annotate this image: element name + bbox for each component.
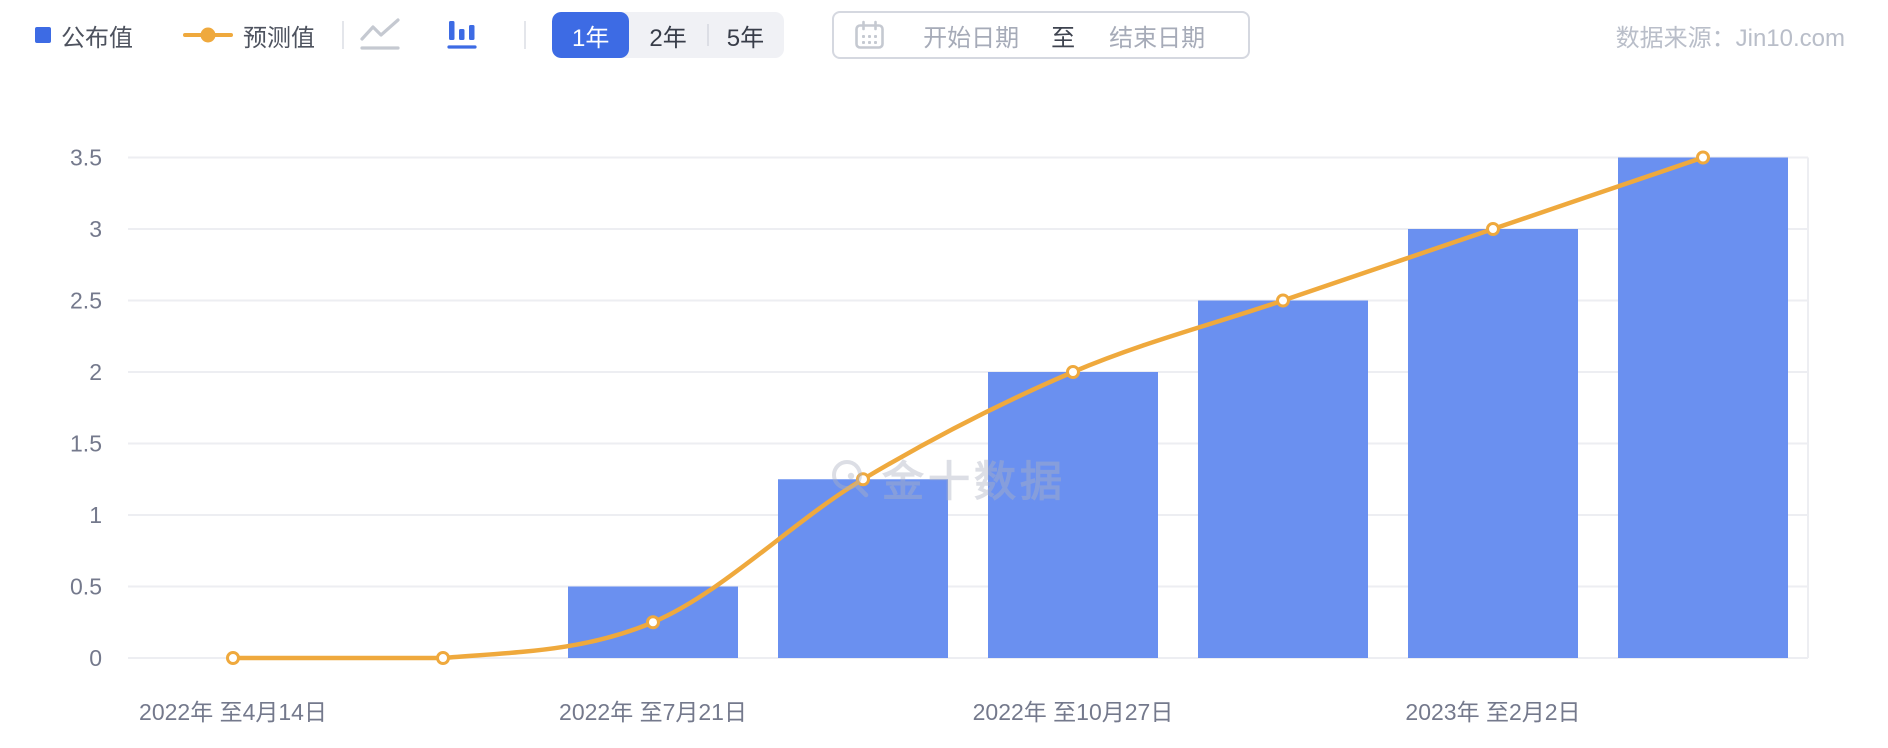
period-button-5y[interactable]: 5年 xyxy=(706,12,784,58)
x-tick-label: 2022年 至4月14日 xyxy=(139,699,327,725)
line-point-slot6[interactable] xyxy=(1486,222,1500,236)
line-chart-toggle-button[interactable] xyxy=(358,16,404,54)
end-date-field[interactable]: 结束日期 xyxy=(1109,24,1206,52)
bar-series-swatch-icon xyxy=(35,27,51,43)
legend-label: 预测值 xyxy=(243,24,315,52)
line-point-slot1[interactable] xyxy=(436,651,450,665)
chart-bar-slot7[interactable] xyxy=(1618,157,1788,659)
y-tick-label: 3.5 xyxy=(70,145,102,171)
date-range-separator: 至 xyxy=(1051,24,1076,52)
period-button-2y[interactable]: 2年 xyxy=(649,24,687,52)
chart-plot-area: 0 0.5 1 1.5 2 2.5 3 3.5 2022年 至4月14日 2022年 至7月21日… xyxy=(0,70,1888,748)
calendar-icon xyxy=(854,20,885,51)
toolbar-divider xyxy=(524,21,526,49)
bar-chart-icon xyxy=(447,21,477,49)
y-tick-label: 3 xyxy=(89,216,102,242)
line-series-swatch-icon xyxy=(183,27,233,43)
chart-legend: 公布值 预测值 xyxy=(35,18,315,53)
chart-bar-slot4[interactable] xyxy=(988,372,1158,658)
line-point-slot7[interactable] xyxy=(1696,150,1710,165)
x-tick-label: 2022年 至7月21日 xyxy=(559,699,747,725)
forecast-line xyxy=(230,155,1706,661)
period-button-1y[interactable]: 1年 xyxy=(552,12,630,58)
legend-label: 公布值 xyxy=(61,24,133,52)
chart-bar-slot5[interactable] xyxy=(1198,300,1368,659)
y-tick-label: 1 xyxy=(89,502,102,528)
y-tick-label: 0 xyxy=(89,645,102,671)
y-tick-label: 1.5 xyxy=(70,431,102,457)
data-source-label: 数据来源：Jin10.com xyxy=(1615,24,1845,52)
start-date-field[interactable]: 开始日期 xyxy=(923,24,1020,52)
legend-item-forecast-value[interactable]: 预测值 xyxy=(183,18,315,53)
x-tick-label: 2022年 至10月27日 xyxy=(973,699,1174,725)
toolbar-divider xyxy=(342,21,344,49)
chart-toolbar: 公布值 预测值 1年 2年 5年 xyxy=(0,0,1888,70)
date-range-picker[interactable]: 开始日期 至 结束日期 xyxy=(832,11,1251,59)
line-point-slot5[interactable] xyxy=(1276,293,1290,308)
line-point-slot3[interactable] xyxy=(856,472,870,487)
y-tick-label: 0.5 xyxy=(70,574,102,600)
chart-bar-slot3[interactable] xyxy=(778,479,948,658)
x-tick-label: 2023年 至2月2日 xyxy=(1405,699,1580,725)
line-point-slot4[interactable] xyxy=(1066,365,1080,379)
legend-item-published-value[interactable]: 公布值 xyxy=(35,18,133,53)
line-point-slot0[interactable] xyxy=(226,651,240,665)
bar-chart-toggle-button[interactable] xyxy=(446,16,484,54)
line-point-slot2[interactable] xyxy=(646,615,660,630)
y-tick-label: 2.5 xyxy=(70,288,102,314)
y-tick-label: 2 xyxy=(89,359,102,385)
chart-bar-slot6[interactable] xyxy=(1408,229,1578,658)
period-selector: 1年 2年 5年 xyxy=(552,12,785,58)
combo-chart[interactable]: 0 0.5 1 1.5 2 2.5 3 3.5 2022年 至4月14日 2022年 至7月21日… xyxy=(0,70,1888,748)
line-chart-icon xyxy=(360,18,400,50)
